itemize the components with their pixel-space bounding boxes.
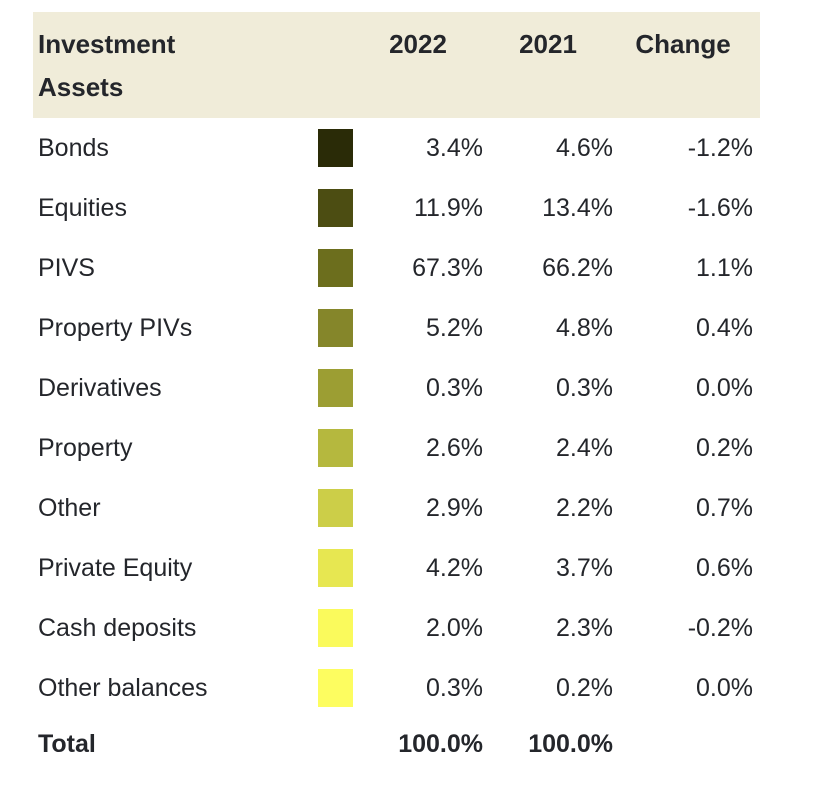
asset-name: Cash deposits <box>38 613 197 642</box>
value-2022: 2.0% <box>426 613 483 642</box>
value-2021: 13.4% <box>542 193 613 222</box>
value-2022: 3.4% <box>426 133 483 162</box>
asset-name: Property PIVs <box>38 313 193 342</box>
table-row: Private Equity 4.2% 3.7% 0.6% <box>33 538 760 598</box>
header-asset-label: Investment Assets <box>38 29 176 102</box>
value-change: -1.2% <box>687 133 753 162</box>
header-change: Change <box>635 29 731 59</box>
total-swatch-spacer <box>318 718 353 770</box>
total-label: Total <box>38 729 96 758</box>
asset-name: Property <box>38 433 133 462</box>
value-2022: 0.3% <box>426 373 483 402</box>
value-2021: 66.2% <box>542 253 613 282</box>
asset-name: PIVS <box>38 253 95 282</box>
value-change: 0.0% <box>696 373 753 402</box>
table-row: Bonds 3.4% 4.6% -1.2% <box>33 118 760 178</box>
value-2022: 2.6% <box>426 433 483 462</box>
value-change: 0.6% <box>696 553 753 582</box>
value-2021: 4.8% <box>556 313 613 342</box>
asset-color-swatch <box>318 669 353 707</box>
value-change: 0.7% <box>696 493 753 522</box>
value-2021: 2.4% <box>556 433 613 462</box>
asset-color-swatch <box>318 309 353 347</box>
asset-color-swatch <box>318 249 353 287</box>
asset-name: Other <box>38 493 101 522</box>
value-change: 0.2% <box>696 433 753 462</box>
table-row: Other 2.9% 2.2% 0.7% <box>33 478 760 538</box>
asset-color-swatch <box>318 189 353 227</box>
header-2022: 2022 <box>389 29 447 59</box>
swatch-cell <box>318 598 353 658</box>
table-header: Investment Assets 2022 2021 Change <box>33 12 760 118</box>
table-row: Equities 11.9% 13.4% -1.6% <box>33 178 760 238</box>
table-row: Cash deposits 2.0% 2.3% -0.2% <box>33 598 760 658</box>
value-2022: 4.2% <box>426 553 483 582</box>
asset-color-swatch <box>318 609 353 647</box>
table-row: Property 2.6% 2.4% 0.2% <box>33 418 760 478</box>
value-change: 0.0% <box>696 673 753 702</box>
asset-name: Equities <box>38 193 127 222</box>
swatch-cell <box>318 658 353 718</box>
value-2022: 5.2% <box>426 313 483 342</box>
value-2022: 2.9% <box>426 493 483 522</box>
total-2021: 100.0% <box>528 729 613 758</box>
value-2021: 2.2% <box>556 493 613 522</box>
value-2021: 3.7% <box>556 553 613 582</box>
value-change: 0.4% <box>696 313 753 342</box>
value-2021: 0.2% <box>556 673 613 702</box>
value-2021: 0.3% <box>556 373 613 402</box>
value-2022: 0.3% <box>426 673 483 702</box>
swatch-cell <box>318 178 353 238</box>
asset-color-swatch <box>318 369 353 407</box>
total-row: Total 100.0% 100.0% <box>33 718 760 770</box>
swatch-cell <box>318 358 353 418</box>
total-2022: 100.0% <box>398 729 483 758</box>
asset-name: Other balances <box>38 673 208 702</box>
value-2021: 2.3% <box>556 613 613 642</box>
swatch-cell <box>318 418 353 478</box>
swatch-cell <box>318 118 353 178</box>
swatch-cell <box>318 478 353 538</box>
table-row: Property PIVs 5.2% 4.8% 0.4% <box>33 298 760 358</box>
swatch-cell <box>318 238 353 298</box>
value-2021: 4.6% <box>556 133 613 162</box>
value-2022: 11.9% <box>413 193 483 222</box>
table-body: Bonds 3.4% 4.6% -1.2% Equities 11.9% 13.… <box>33 118 760 718</box>
investment-assets-table: Investment Assets 2022 2021 Change Bonds… <box>33 12 760 770</box>
asset-color-swatch <box>318 489 353 527</box>
table-row: Other balances 0.3% 0.2% 0.0% <box>33 658 760 718</box>
asset-color-swatch <box>318 129 353 167</box>
asset-color-swatch <box>318 549 353 587</box>
asset-name: Bonds <box>38 133 109 162</box>
swatch-cell <box>318 538 353 598</box>
asset-color-swatch <box>318 429 353 467</box>
swatch-cell <box>318 298 353 358</box>
value-change: 1.1% <box>696 253 753 282</box>
table-row: Derivatives 0.3% 0.3% 0.0% <box>33 358 760 418</box>
table-row: PIVS 67.3% 66.2% 1.1% <box>33 238 760 298</box>
header-2021: 2021 <box>519 29 577 59</box>
asset-name: Derivatives <box>38 373 162 402</box>
value-2022: 67.3% <box>412 253 483 282</box>
value-change: -0.2% <box>687 613 753 642</box>
asset-name: Private Equity <box>38 553 193 582</box>
value-change: -1.6% <box>687 193 753 222</box>
